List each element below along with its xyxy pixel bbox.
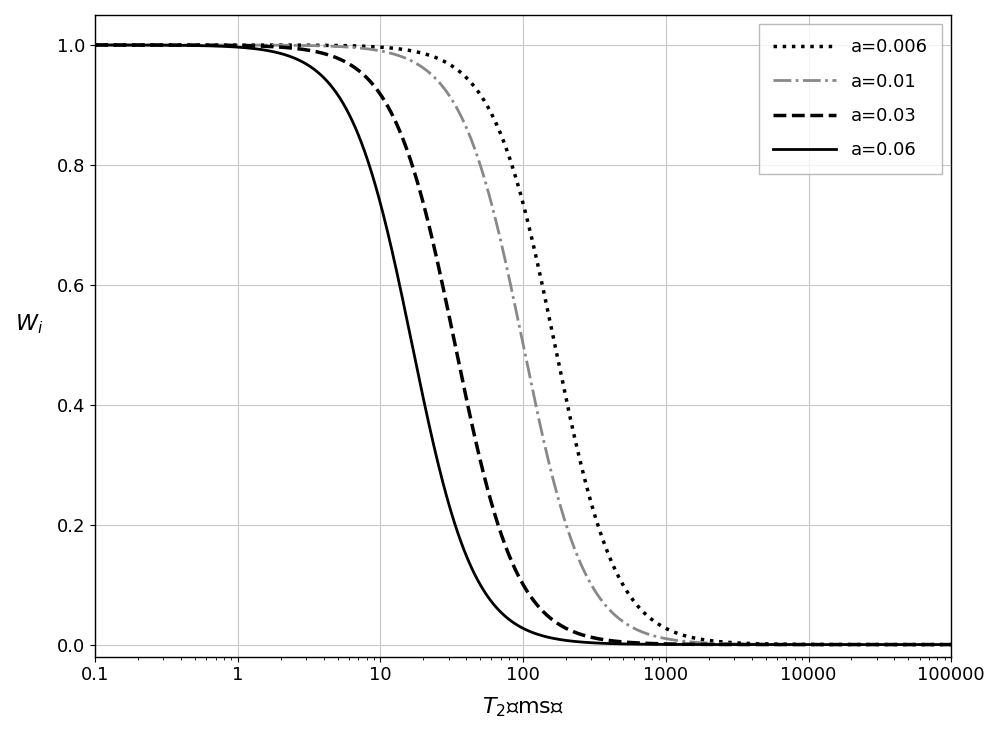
- a=0.06: [417, 394, 429, 403]
- a=0.03: [945, 640, 957, 649]
- a=0.01: [945, 640, 957, 649]
- Line: a=0.006: a=0.006: [95, 45, 951, 644]
- Line: a=0.03: a=0.03: [95, 45, 951, 644]
- a=0.06: [238, 43, 250, 52]
- X-axis label: $\it{T_2}$（ms）: $\it{T_2}$（ms）: [482, 695, 564, 719]
- a=0.03: [238, 41, 250, 50]
- a=0.006: [187, 40, 199, 49]
- a=0.03: [928, 640, 940, 649]
- a=0.03: [187, 40, 199, 49]
- a=0.03: [836, 640, 848, 649]
- a=0.06: [928, 640, 940, 649]
- a=0.01: [836, 640, 848, 649]
- a=0.06: [89, 40, 101, 49]
- a=0.06: [945, 640, 957, 649]
- a=0.006: [89, 40, 101, 49]
- a=0.006: [945, 640, 957, 649]
- Y-axis label: $\it{W_i}$: $\it{W_i}$: [15, 312, 43, 335]
- a=0.03: [454, 366, 466, 375]
- a=0.01: [454, 111, 466, 120]
- a=0.006: [928, 640, 940, 649]
- Line: a=0.01: a=0.01: [95, 45, 951, 644]
- a=0.01: [89, 40, 101, 49]
- a=0.03: [89, 40, 101, 49]
- a=0.01: [417, 64, 429, 73]
- a=0.006: [836, 640, 848, 649]
- a=0.01: [928, 640, 940, 649]
- a=0.06: [836, 640, 848, 649]
- a=0.06: [187, 41, 199, 50]
- a=0.01: [238, 40, 250, 49]
- a=0.006: [454, 68, 466, 76]
- Legend: a=0.006, a=0.01, a=0.03, a=0.06: a=0.006, a=0.01, a=0.03, a=0.06: [759, 24, 942, 174]
- a=0.06: [454, 536, 466, 545]
- a=0.03: [417, 199, 429, 208]
- Line: a=0.06: a=0.06: [95, 45, 951, 644]
- a=0.006: [238, 40, 250, 49]
- a=0.006: [417, 49, 429, 58]
- a=0.01: [187, 40, 199, 49]
